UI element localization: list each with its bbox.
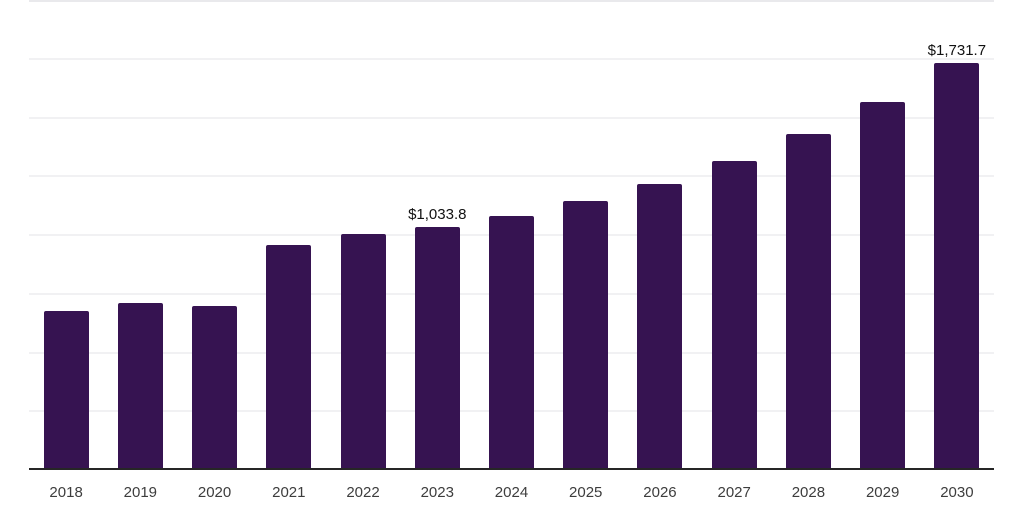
x-tick-label: 2029 — [865, 484, 900, 501]
gridline — [29, 0, 994, 2]
data-label: $1,033.8 — [408, 206, 467, 224]
bar — [934, 63, 980, 470]
x-tick-label: 2019 — [123, 484, 158, 501]
x-tick-label: 2030 — [940, 484, 974, 501]
bar — [340, 234, 386, 470]
bar — [785, 134, 831, 470]
bar — [414, 227, 460, 470]
x-tick-label: 2023 — [420, 484, 454, 501]
x-axis-line — [29, 468, 994, 470]
x-tick-label: 2027 — [717, 484, 751, 501]
gridline — [29, 175, 994, 178]
data-label: $1,731.7 — [927, 42, 987, 60]
bar — [43, 311, 89, 470]
bar — [711, 160, 757, 470]
bar — [860, 101, 906, 470]
x-tick-label: 2025 — [569, 484, 603, 501]
bar — [563, 200, 609, 470]
x-tick-label: 2021 — [272, 484, 306, 501]
x-tick-label: 2028 — [791, 484, 826, 501]
gridline — [29, 116, 994, 119]
bar — [117, 302, 163, 470]
bar — [266, 245, 312, 470]
bar — [489, 215, 534, 470]
x-tick-label: 2024 — [494, 484, 529, 501]
x-tick-label: 2026 — [643, 484, 677, 501]
x-tick-label: 2022 — [346, 484, 380, 501]
gridline — [29, 57, 994, 60]
x-tick-label: 2018 — [49, 484, 83, 501]
x-tick-label: 2020 — [197, 484, 232, 501]
bar — [192, 305, 238, 470]
bar — [637, 184, 683, 470]
